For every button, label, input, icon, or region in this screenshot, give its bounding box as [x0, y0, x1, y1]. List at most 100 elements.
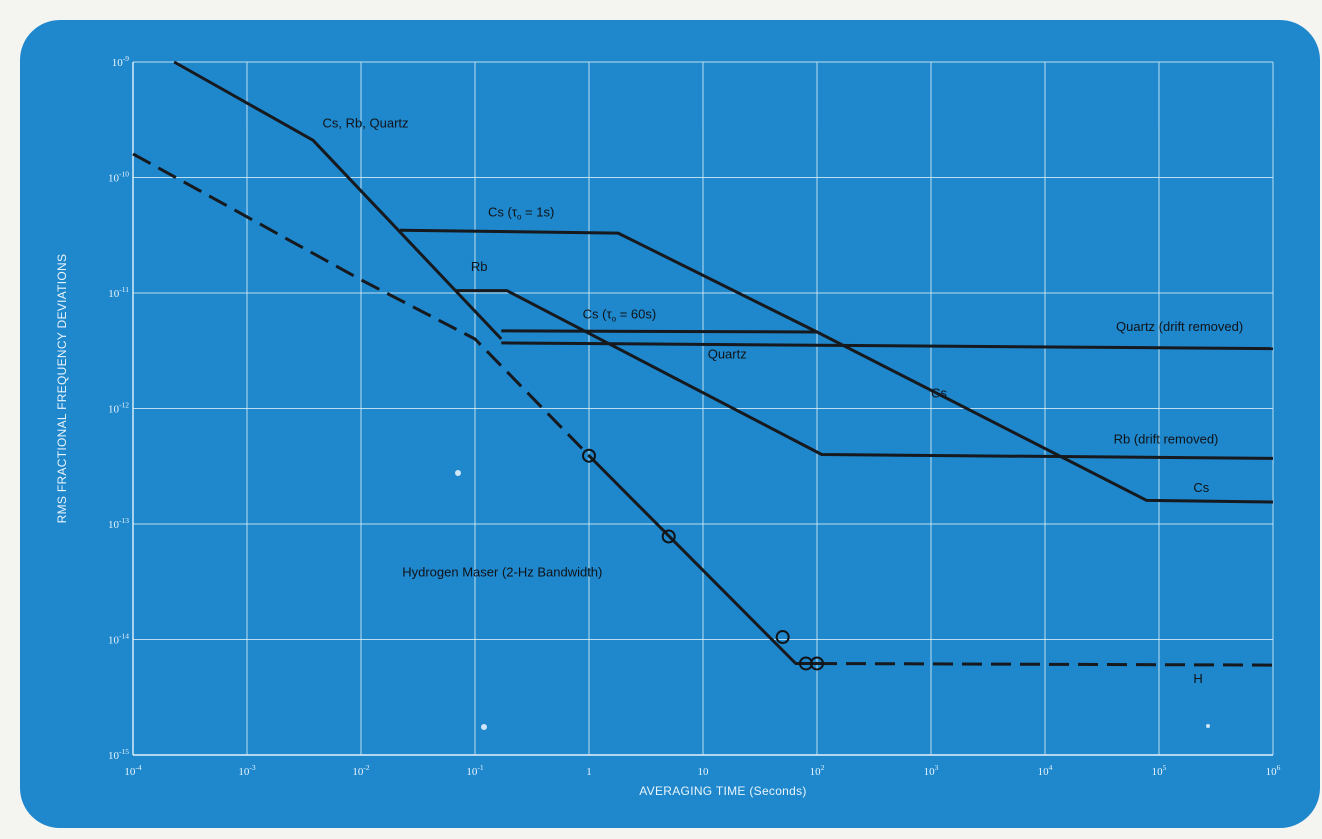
x-tick-exponent: -2 [363, 763, 369, 772]
label-text: Cs ( [583, 307, 608, 322]
series-h-long-term [816, 662, 1274, 667]
y-tick-exponent: -12 [119, 401, 129, 410]
x-tick-exponent: -3 [249, 763, 255, 772]
y-axis-title: RMS FRACTIONAL FREQUENCY DEVIATIONS [55, 254, 69, 524]
x-tick-exponent: 4 [1049, 763, 1053, 772]
series-rb [455, 289, 1274, 460]
data-point-marker [661, 529, 676, 544]
x-tick-label: 102 [810, 763, 825, 778]
label-text-tail: = 60s) [616, 307, 656, 322]
x-tick-base: 10 [1152, 766, 1164, 778]
x-tick-label: 10 [698, 766, 710, 778]
y-tick-base: 10 [108, 750, 120, 762]
x-axis-title: AVERAGING TIME (Seconds) [639, 784, 806, 798]
x-tick-exponent: 5 [1163, 763, 1167, 772]
y-tick-label: 10-14 [108, 632, 129, 647]
x-tick-base: 10 [124, 766, 136, 778]
series-cs-rb-quartz-short [173, 60, 503, 341]
data-point-marker [775, 630, 790, 645]
x-tick-label: 106 [1266, 763, 1281, 778]
y-tick-base: 10 [108, 404, 120, 416]
label-ann-cs-long: Cs [931, 385, 947, 400]
data-point-marker [810, 656, 824, 671]
series-cs-tau60 [501, 329, 818, 334]
label-text: Quartz [708, 347, 747, 362]
label-text: Hydrogen Maser (2-Hz Bandwidth) [402, 565, 602, 580]
label-ann-quartz: Quartz [708, 347, 747, 362]
y-tick-base: 10 [108, 635, 120, 647]
series-hydrogen-maser [587, 454, 817, 665]
label-ann-cs-tau1: Cs (τo = 1s) [488, 204, 554, 221]
x-tick-label: 10-3 [238, 763, 255, 778]
x-tick-label: 1 [586, 766, 592, 778]
label-ann-rb: Rb [471, 259, 488, 274]
speck [481, 724, 487, 730]
y-tick-label: 10-13 [108, 516, 129, 531]
y-tick-label: 10-10 [108, 170, 129, 185]
axes: 10-4 10-3 10-2 10-1 1 10 102 103 104 105 10610-910… [108, 54, 1281, 778]
label-text: H [1193, 671, 1202, 686]
x-tick-exponent: -4 [135, 763, 141, 772]
label-ann-rb-drift: Rb (drift removed) [1114, 431, 1219, 446]
y-tick-exponent: -14 [119, 632, 129, 641]
label-ann-quartz-drift: Quartz (drift removed) [1116, 319, 1243, 334]
x-tick-exponent: 3 [935, 763, 939, 772]
allan-deviation-chart: 10-4 10-3 10-2 10-1 1 10 102 103 104 105 10610-910… [20, 20, 1320, 828]
label-subscript: o [612, 315, 617, 324]
label-ann-cs-rb-quartz: Cs, Rb, Quartz [323, 116, 409, 131]
series-lines [132, 60, 1274, 667]
x-tick-base: 1 [586, 766, 592, 778]
data-point-marker [582, 448, 596, 463]
chart-panel: 10-4 10-3 10-2 10-1 1 10 102 103 104 105 106 10-9 10… [20, 20, 1320, 828]
y-tick-exponent: -10 [119, 170, 129, 179]
x-tick-label: 105 [1152, 763, 1167, 778]
x-tick-label: 10-2 [352, 763, 369, 778]
x-tick-base: 10 [1266, 766, 1278, 778]
speck [455, 470, 461, 476]
x-tick-base: 10 [924, 766, 936, 778]
chart-background [20, 20, 1320, 828]
label-ann-h: H [1193, 671, 1202, 686]
x-tick-base: 10 [238, 766, 250, 778]
y-tick-exponent: -15 [119, 747, 129, 756]
label-text: Quartz (drift removed) [1116, 319, 1243, 334]
x-tick-base: 10 [810, 766, 822, 778]
label-text-tail: = 1s) [521, 204, 554, 219]
label-text: Rb (drift removed) [1114, 431, 1219, 446]
x-tick-label: 103 [924, 763, 939, 778]
label-tau: τ [512, 204, 518, 219]
y-tick-exponent: -11 [119, 285, 129, 294]
y-tick-base: 10 [112, 57, 124, 69]
x-tick-label: 104 [1038, 763, 1053, 778]
y-tick-base: 10 [108, 288, 120, 300]
label-text: Cs [931, 385, 947, 400]
x-tick-base: 10 [466, 766, 478, 778]
x-tick-label: 10-4 [124, 763, 141, 778]
series-quartz-drift-removed [501, 341, 1274, 351]
x-tick-label: 10-1 [466, 763, 483, 778]
y-tick-label: 10-11 [108, 285, 129, 300]
label-subscript: o [517, 212, 522, 221]
x-tick-base: 10 [352, 766, 364, 778]
x-tick-exponent: 6 [1277, 763, 1281, 772]
label-text: Cs, Rb, Quartz [323, 116, 409, 131]
label-ann-cs-tau60: Cs (τo = 60s) [583, 307, 657, 324]
y-tick-label: 10-15 [108, 747, 129, 762]
x-tick-base: 10 [1038, 766, 1050, 778]
y-tick-base: 10 [108, 519, 120, 531]
label-ann-hydrogen-maser: Hydrogen Maser (2-Hz Bandwidth) [402, 565, 602, 580]
y-tick-label: 10-12 [108, 401, 129, 416]
y-tick-exponent: -9 [123, 54, 129, 63]
label-ann-cs-right: Cs [1193, 480, 1209, 495]
y-tick-label: 10-9 [112, 54, 129, 69]
x-tick-exponent: -1 [477, 763, 483, 772]
series-hydrogen-maser-extrapolated [132, 152, 591, 457]
speck [1206, 724, 1210, 728]
label-tau: τ [607, 307, 613, 322]
y-tick-base: 10 [108, 173, 120, 185]
x-tick-exponent: 2 [821, 763, 825, 772]
x-tick-base: 10 [698, 766, 710, 778]
label-text: Cs ( [488, 204, 512, 219]
data-markers [582, 448, 824, 671]
